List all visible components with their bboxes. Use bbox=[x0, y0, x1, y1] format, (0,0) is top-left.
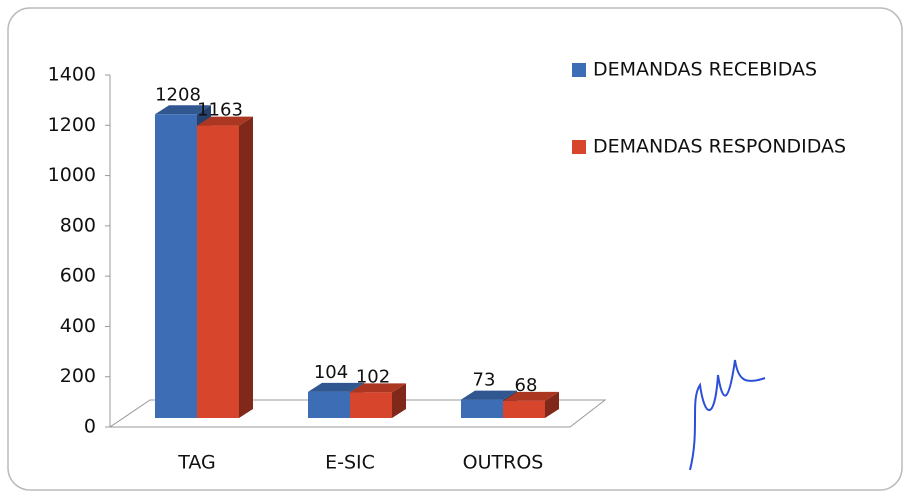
data-label: 1208 bbox=[155, 84, 201, 105]
bar-top bbox=[155, 105, 211, 115]
bar bbox=[503, 400, 545, 418]
y-tick-label: 400 bbox=[60, 315, 96, 337]
bar bbox=[308, 391, 350, 418]
y-tick-label: 800 bbox=[60, 214, 96, 236]
bar bbox=[155, 114, 197, 418]
x-tick-label: OUTROS bbox=[463, 452, 544, 474]
data-label: 102 bbox=[356, 366, 390, 387]
y-tick-label: 1400 bbox=[48, 64, 96, 86]
legend-swatch bbox=[572, 140, 586, 154]
data-label: 104 bbox=[314, 362, 348, 383]
legend-label: DEMANDAS RECEBIDAS bbox=[593, 59, 817, 81]
x-tick-label: E-SIC bbox=[325, 452, 375, 474]
bar-side bbox=[239, 116, 253, 419]
data-label: 68 bbox=[515, 375, 538, 396]
data-label: 73 bbox=[473, 370, 496, 391]
y-tick-label: 0 bbox=[84, 416, 96, 438]
bar-side bbox=[392, 383, 406, 418]
x-tick-label: TAG bbox=[177, 452, 216, 474]
y-tick-label: 200 bbox=[60, 365, 96, 387]
bar-top bbox=[461, 390, 517, 400]
bar-side bbox=[545, 391, 559, 418]
bar bbox=[197, 125, 239, 419]
legend-swatch bbox=[572, 63, 586, 77]
data-label: 1163 bbox=[197, 100, 243, 121]
signature bbox=[689, 359, 766, 471]
bar-top bbox=[197, 116, 253, 126]
y-tick-label: 600 bbox=[60, 265, 96, 287]
bar-top bbox=[350, 383, 406, 393]
bar bbox=[461, 399, 503, 418]
y-tick-label: 1200 bbox=[48, 114, 96, 136]
bar-top bbox=[503, 391, 559, 401]
legend-label: DEMANDAS RESPONDIDAS bbox=[593, 136, 846, 158]
bar-top bbox=[308, 382, 364, 392]
y-tick-label: 1000 bbox=[48, 164, 96, 186]
bar bbox=[350, 392, 392, 418]
